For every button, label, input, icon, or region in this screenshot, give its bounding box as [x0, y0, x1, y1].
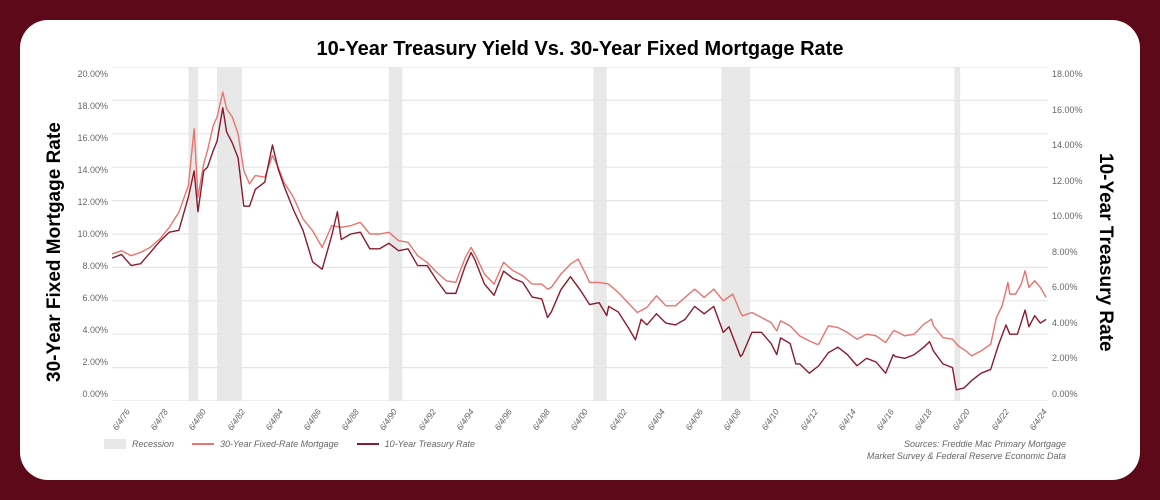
right-axis-label: 10-Year Treasury Rate [1094, 67, 1116, 437]
x-tick-label: 6/4/88 [339, 407, 361, 432]
chart-footer: Recession 30-Year Fixed-Rate Mortgage 10… [44, 439, 1116, 462]
x-tick-label: 6/4/18 [913, 407, 935, 432]
legend-mortgage-label: 30-Year Fixed-Rate Mortgage [220, 439, 339, 449]
x-tick-label: 6/4/78 [148, 407, 170, 432]
chart-body: 30-Year Fixed Mortgage Rate 20.00%18.00%… [44, 67, 1116, 437]
x-tick-label: 6/4/80 [187, 407, 209, 432]
x-tick-label: 6/4/76 [110, 407, 132, 432]
right-axis-ticks: 18.00%16.00%14.00%12.00%10.00%8.00%6.00%… [1048, 67, 1094, 401]
chart-title: 10-Year Treasury Yield Vs. 30-Year Fixed… [44, 38, 1116, 61]
x-tick-label: 6/4/24 [1027, 407, 1049, 432]
sources-text: Sources: Freddie Mac Primary MortgageMar… [867, 439, 1066, 462]
x-tick-label: 6/4/08 [722, 407, 744, 432]
treasury-line-icon [357, 443, 379, 445]
x-tick-label: 6/4/00 [569, 407, 591, 432]
x-tick-label: 6/4/20 [951, 407, 973, 432]
left-axis-label: 30-Year Fixed Mortgage Rate [44, 67, 66, 437]
x-tick-label: 6/4/16 [874, 407, 896, 432]
x-tick-label: 6/4/82 [225, 407, 247, 432]
legend-treasury-label: 10-Year Treasury Rate [385, 439, 475, 449]
x-tick-label: 6/4/92 [416, 407, 438, 432]
x-tick-label: 6/4/90 [378, 407, 400, 432]
legend-recession-label: Recession [132, 439, 174, 449]
x-tick-label: 6/4/12 [798, 407, 820, 432]
x-tick-label: 6/4/22 [989, 407, 1011, 432]
x-tick-label: 6/4/86 [301, 407, 323, 432]
x-axis-ticks: 6/4/76 6/4/78 6/4/80 6/4/82 6/4/84 6/4/86 6/4/… [112, 401, 1048, 437]
x-tick-label: 6/4/02 [607, 407, 629, 432]
x-tick-label: 6/4/06 [683, 407, 705, 432]
recession-swatch-icon [104, 439, 126, 449]
mortgage-line-icon [192, 443, 214, 445]
chart-card: 10-Year Treasury Yield Vs. 30-Year Fixed… [20, 20, 1140, 480]
plot-block: 20.00%18.00%16.00%14.00%12.00%10.00%8.00… [66, 67, 1094, 437]
x-tick-label: 6/4/94 [454, 407, 476, 432]
chart-plot-area [112, 67, 1048, 401]
x-tick-label: 6/4/84 [263, 407, 285, 432]
x-tick-label: 6/4/98 [530, 407, 552, 432]
legend-recession: Recession [104, 439, 174, 449]
x-tick-label: 6/4/96 [492, 407, 514, 432]
x-tick-label: 6/4/14 [836, 407, 858, 432]
legend-treasury: 10-Year Treasury Rate [357, 439, 475, 449]
x-tick-label: 6/4/10 [760, 407, 782, 432]
legend: Recession 30-Year Fixed-Rate Mortgage 10… [104, 439, 475, 449]
x-tick-label: 6/4/04 [645, 407, 667, 432]
legend-mortgage: 30-Year Fixed-Rate Mortgage [192, 439, 339, 449]
left-axis-ticks: 20.00%18.00%16.00%14.00%12.00%10.00%8.00… [66, 67, 112, 401]
